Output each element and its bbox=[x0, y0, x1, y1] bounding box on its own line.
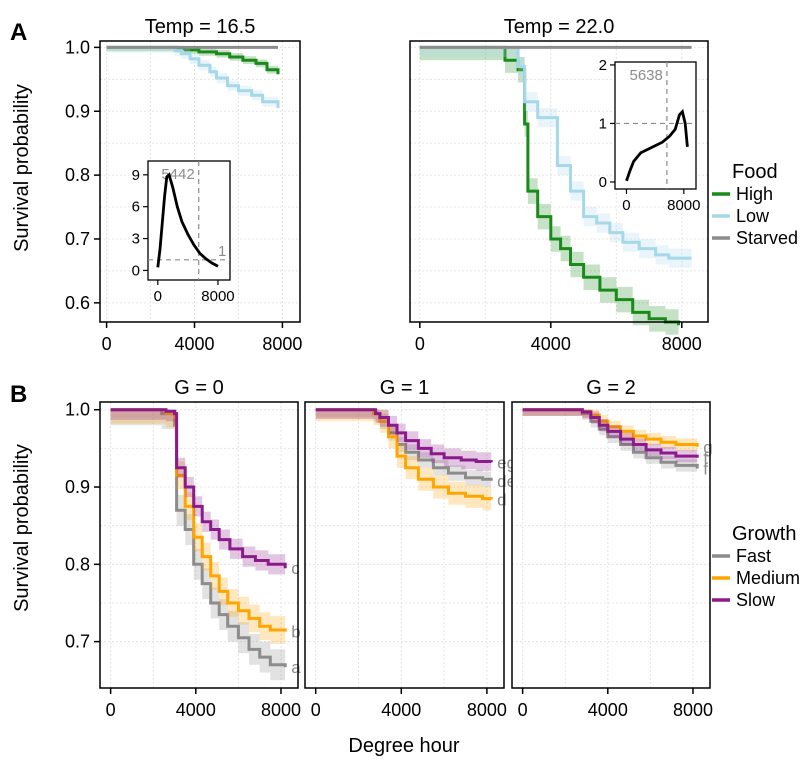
inset-x-tick-label: 0 bbox=[622, 197, 630, 214]
x-axis-label: Degree hour bbox=[348, 735, 460, 757]
end-label-fast: a bbox=[291, 658, 301, 677]
legend-title: Food bbox=[732, 161, 778, 183]
inset-y-tick-label: 3 bbox=[132, 231, 140, 248]
panel-frame bbox=[511, 401, 711, 689]
end-label-medium: b bbox=[291, 623, 300, 642]
panel-title: G = 1 bbox=[380, 377, 429, 399]
inset-y-tick-label: 6 bbox=[132, 199, 140, 216]
x-tick-label: 8000 bbox=[467, 700, 507, 720]
y-tick-label: 0.7 bbox=[65, 229, 90, 249]
plot-background bbox=[512, 402, 710, 688]
panel-frame bbox=[99, 401, 299, 689]
legend-label-low: Low bbox=[736, 206, 770, 226]
x-tick-label: 8000 bbox=[662, 334, 702, 354]
inset-curve bbox=[156, 172, 219, 268]
series-line-slow bbox=[315, 408, 493, 463]
inset-y-tick-label: 9 bbox=[132, 167, 140, 184]
panel-frame bbox=[99, 40, 301, 323]
y-tick-label: 0.6 bbox=[65, 293, 90, 313]
inset-y-tick-label: 0 bbox=[132, 262, 140, 279]
x-tick-label: 4000 bbox=[531, 334, 571, 354]
x-tick-label: 8000 bbox=[673, 700, 713, 720]
y-tick-label: 1.0 bbox=[65, 400, 90, 420]
series-line-slow bbox=[522, 408, 699, 458]
series-line-low bbox=[106, 45, 280, 109]
series-line-fast bbox=[110, 408, 287, 668]
ci-band-high bbox=[106, 47, 278, 78]
inset-frame bbox=[614, 61, 697, 190]
series-line-slow bbox=[110, 408, 287, 569]
panel-title: Temp = 16.5 bbox=[145, 16, 256, 38]
legend-label-fast: Fast bbox=[736, 546, 771, 566]
legend-title: Growth bbox=[732, 523, 796, 545]
panel-frame bbox=[304, 401, 505, 689]
series-line-high bbox=[419, 45, 680, 326]
panel-temp-22-0: Temp = 22.0 0 4000 8000 5638 0 1 2 0 8000 bbox=[409, 16, 709, 354]
y-tick-label: 0.9 bbox=[65, 101, 90, 121]
legend-label-high: High bbox=[736, 184, 773, 204]
legend-label-slow: Slow bbox=[736, 590, 776, 610]
ci-band-high bbox=[419, 47, 679, 339]
y-tick-label: 1.0 bbox=[65, 37, 90, 57]
inset-y-tick-label: 2 bbox=[599, 57, 607, 74]
y-tick-label: 0.8 bbox=[65, 554, 90, 574]
panel-title: G = 0 bbox=[174, 377, 223, 399]
panel-g-0: G = 0 ab c 0.7 0.8 0.9 1.0 0 4000 8000 bbox=[65, 377, 301, 720]
x-tick-label: 4000 bbox=[381, 700, 421, 720]
inset-hline-label: 1 bbox=[218, 243, 226, 260]
ci-band-slow bbox=[315, 409, 492, 472]
inset-x-tick-label: 8000 bbox=[667, 197, 700, 214]
ci-band-low bbox=[419, 47, 692, 268]
inset-y-tick-label: 0 bbox=[599, 174, 607, 191]
legend-label-medium: Medium bbox=[736, 568, 800, 588]
panel-title: G = 2 bbox=[586, 377, 635, 399]
end-label-slow: f bbox=[703, 449, 708, 468]
panel-a-letter: A bbox=[10, 19, 27, 46]
x-tick-label: 0 bbox=[518, 700, 528, 720]
ci-band-medium bbox=[110, 409, 286, 646]
panel-b-letter: B bbox=[10, 381, 27, 408]
x-tick-label: 0 bbox=[311, 700, 321, 720]
x-tick-label: 0 bbox=[102, 334, 112, 354]
panel-temp-16-5: Temp = 16.50.60.70.80.91.00 4000 800054421… bbox=[65, 16, 302, 354]
x-tick-label: 8000 bbox=[261, 700, 301, 720]
x-tick-label: 8000 bbox=[262, 334, 302, 354]
end-label-fast: f bbox=[703, 459, 708, 478]
y-tick-label: 0.9 bbox=[65, 477, 90, 497]
y-axis-label-a: Survival probability bbox=[11, 84, 33, 252]
ci-band-low bbox=[106, 47, 278, 114]
x-tick-label: 0 bbox=[415, 334, 425, 354]
end-label-medium: d bbox=[497, 490, 506, 509]
y-tick-label: 0.8 bbox=[65, 165, 90, 185]
series-line-fast bbox=[522, 408, 699, 469]
panel-title: Temp = 22.0 bbox=[504, 16, 615, 38]
inset-curve bbox=[625, 108, 689, 182]
series-line-low bbox=[419, 45, 692, 260]
x-tick-label: 4000 bbox=[588, 700, 628, 720]
inset-vline-label: 5638 bbox=[630, 67, 663, 84]
series-line-medium bbox=[110, 408, 287, 632]
x-tick-label: 4000 bbox=[174, 334, 214, 354]
plot-background bbox=[100, 402, 298, 688]
y-axis-label-b: Survival probability bbox=[11, 444, 33, 612]
y-tick-label: 0.7 bbox=[65, 632, 90, 652]
panel-g-2: G = 2 fgf 0 4000 8000 bbox=[511, 377, 713, 720]
end-label-slow: c bbox=[291, 559, 300, 578]
ci-band-fast bbox=[110, 409, 286, 683]
inset-plot: 5638 0 1 2 0 8000 bbox=[599, 57, 701, 214]
inset-x-tick-label: 0 bbox=[154, 288, 162, 305]
inset-x-tick-label: 8000 bbox=[201, 288, 234, 305]
end-label-medium: g bbox=[703, 438, 712, 457]
x-tick-label: 4000 bbox=[176, 700, 216, 720]
panel-frame bbox=[409, 40, 709, 323]
legend-label-starved: Starved bbox=[736, 228, 798, 248]
inset-y-tick-label: 1 bbox=[599, 115, 607, 132]
x-tick-label: 0 bbox=[106, 700, 116, 720]
